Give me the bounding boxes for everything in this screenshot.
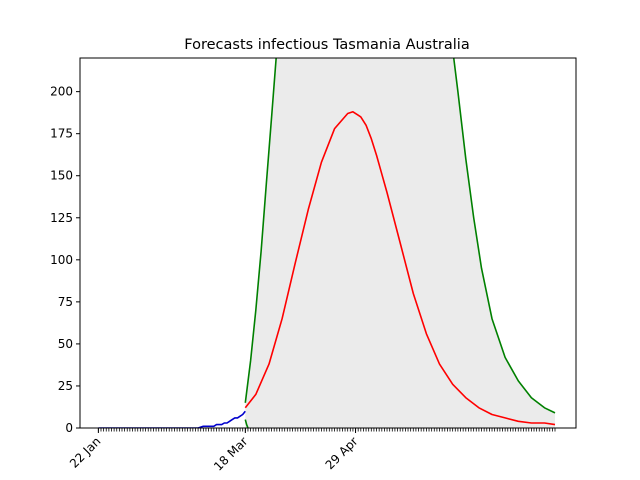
y-tick-label: 125 bbox=[50, 211, 73, 225]
x-tick-label: 18 Mar bbox=[211, 434, 250, 473]
series-line-1 bbox=[244, 111, 556, 426]
confidence-band bbox=[245, 58, 555, 428]
y-tick-label: 25 bbox=[58, 379, 73, 393]
series-line-0 bbox=[98, 410, 246, 428]
y-tick-label: 150 bbox=[50, 169, 73, 183]
x-tick-label: 29 Apr bbox=[323, 434, 361, 472]
y-tick-label: 100 bbox=[50, 253, 73, 267]
y-tick-label: 175 bbox=[50, 127, 73, 141]
series-line-2 bbox=[244, 58, 277, 403]
series-line-3 bbox=[244, 419, 249, 428]
chart-title: Forecasts infectious Tasmania Australia bbox=[184, 37, 469, 53]
y-tick-label: 0 bbox=[65, 421, 73, 435]
series-line-4 bbox=[452, 58, 556, 414]
plot-frame bbox=[79, 57, 577, 429]
y-tick-label: 50 bbox=[58, 337, 73, 351]
y-tick-label: 200 bbox=[50, 85, 73, 99]
x-tick-label: 22 Jan bbox=[67, 434, 103, 470]
y-tick-label: 75 bbox=[58, 295, 73, 309]
